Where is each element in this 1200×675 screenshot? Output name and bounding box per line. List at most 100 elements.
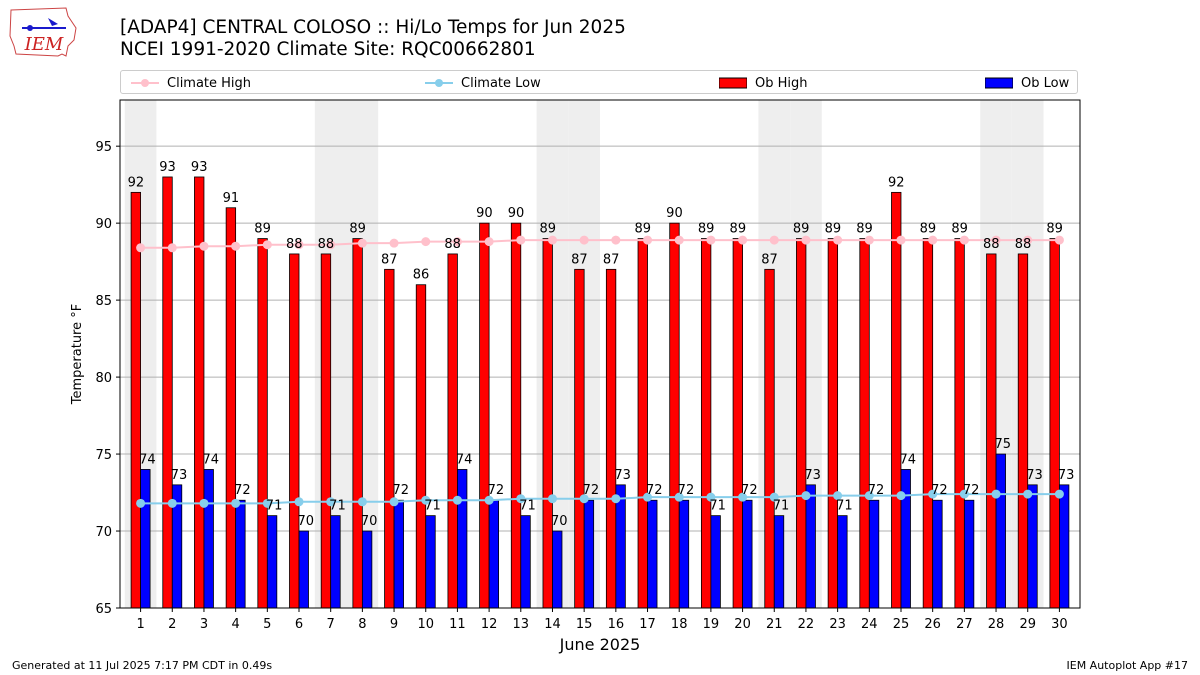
- x-axis-label: June 2025: [559, 635, 641, 654]
- ob-high-bar: [827, 238, 839, 609]
- x-tick-label: 27: [956, 617, 973, 632]
- chart-title: [ADAP4] CENTRAL COLOSO :: Hi/Lo Temps fo…: [120, 17, 626, 38]
- ob-high-bar: [954, 238, 965, 609]
- x-tick-label: 20: [734, 617, 751, 632]
- y-axis-label: Temperature °F: [70, 304, 85, 405]
- x-tick-label: 1: [136, 617, 144, 632]
- ob-low-label: 74: [899, 452, 916, 467]
- ob-high-bar: [194, 176, 205, 609]
- ob-high-bar: [384, 268, 395, 609]
- ob-high-bar: [542, 238, 553, 609]
- climate-low-point: [928, 489, 938, 499]
- ob-low-bar: [773, 515, 785, 609]
- x-tick-label: 28: [988, 617, 1005, 632]
- x-tick-label: 26: [924, 617, 941, 632]
- ob-high-label: 89: [1046, 222, 1063, 237]
- climate-high-point: [262, 240, 272, 250]
- ob-low-bar: [298, 530, 309, 609]
- ob-low-label: 74: [202, 452, 219, 467]
- climate-high-point: [136, 243, 146, 253]
- ob-high-bar: [637, 238, 648, 609]
- ob-low-bar: [393, 499, 404, 609]
- legend-swatch-red-icon: [719, 77, 747, 89]
- ob-low-bar: [488, 499, 500, 609]
- climate-low-point: [706, 492, 716, 502]
- climate-high-point: [928, 235, 938, 245]
- climate-low-point: [326, 497, 336, 507]
- climate-high-point: [674, 235, 684, 245]
- ob-low-bar: [963, 499, 975, 609]
- ob-low-label: 72: [678, 483, 695, 498]
- ob-low-label: 73: [804, 468, 821, 483]
- climate-high-point: [357, 238, 367, 248]
- ob-low-bar: [805, 484, 816, 609]
- iem-logo-text: IEM: [24, 34, 64, 55]
- climate-low-point: [199, 498, 209, 508]
- ob-low-label: 72: [868, 483, 885, 498]
- ob-high-label: 89: [349, 222, 366, 237]
- ob-low-label: 72: [963, 483, 980, 498]
- climate-low-point: [262, 498, 272, 508]
- ob-high-label: 88: [1015, 237, 1032, 252]
- legend-label: Climate Low: [461, 75, 541, 91]
- ob-high-label: 89: [825, 222, 842, 237]
- climate-low-point: [611, 494, 621, 504]
- ob-high-bar: [796, 238, 807, 609]
- x-tick-label: 4: [232, 617, 240, 632]
- ob-high-label: 89: [793, 222, 810, 237]
- climate-low-point: [579, 494, 589, 504]
- ob-high-bar: [162, 176, 173, 609]
- ob-low-label: 73: [171, 468, 188, 483]
- ob-low-label: 72: [234, 483, 251, 498]
- ob-low-label: 74: [139, 452, 156, 467]
- climate-high-point: [167, 243, 177, 253]
- climate-high-point: [991, 235, 1001, 245]
- x-tick-label: 14: [544, 617, 561, 632]
- x-tick-label: 15: [576, 617, 593, 632]
- x-tick-label: 19: [703, 617, 720, 632]
- climate-low-point: [231, 498, 241, 508]
- ob-low-label: 72: [741, 483, 758, 498]
- ob-low-bar: [710, 515, 721, 609]
- ob-high-bar: [986, 253, 997, 609]
- ob-high-bar: [415, 284, 427, 609]
- ob-low-label: 72: [931, 483, 948, 498]
- climate-low-point: [452, 495, 462, 505]
- ob-high-label: 90: [508, 206, 525, 221]
- climate-low-point: [769, 492, 779, 502]
- x-tick-label: 16: [608, 617, 625, 632]
- ob-low-label: 71: [329, 499, 346, 514]
- ob-low-label: 70: [297, 514, 314, 529]
- ob-high-label: 89: [698, 222, 715, 237]
- legend-item-climate-high: Climate High: [131, 74, 251, 92]
- ob-high-label: 88: [444, 237, 461, 252]
- climate-low-point: [516, 494, 526, 504]
- legend-line-pink-icon: [131, 79, 159, 87]
- chart-subtitle: NCEI 1991-2020 Climate Site: RQC00662801: [120, 39, 536, 60]
- ob-low-label: 73: [614, 468, 631, 483]
- ob-low-label: 75: [995, 437, 1012, 452]
- climate-high-point: [643, 235, 653, 245]
- ob-low-bar: [203, 469, 214, 609]
- x-tick-label: 29: [1019, 617, 1036, 632]
- ob-low-bar: [583, 499, 595, 609]
- climate-high-point: [484, 237, 494, 247]
- ob-high-label: 87: [571, 252, 588, 267]
- climate-high-point: [1023, 235, 1033, 245]
- ob-high-label: 88: [318, 237, 335, 252]
- x-tick-label: 7: [327, 617, 335, 632]
- climate-low-point: [833, 491, 843, 501]
- ob-low-label: 70: [551, 514, 568, 529]
- ob-high-bar: [1049, 238, 1060, 609]
- iem-logo: IEM: [9, 7, 77, 57]
- climate-low-line: [140, 493, 1060, 505]
- legend-swatch-blue-icon: [985, 77, 1013, 89]
- climate-high-point: [326, 240, 336, 250]
- climate-low-point: [864, 491, 874, 501]
- climate-high-point: [389, 238, 399, 248]
- ob-high-label: 93: [159, 160, 176, 175]
- footer-app: IEM Autoplot App #17: [1066, 659, 1189, 672]
- legend-item-ob-high: Ob High: [719, 74, 808, 92]
- legend-item-ob-low: Ob Low: [985, 74, 1069, 92]
